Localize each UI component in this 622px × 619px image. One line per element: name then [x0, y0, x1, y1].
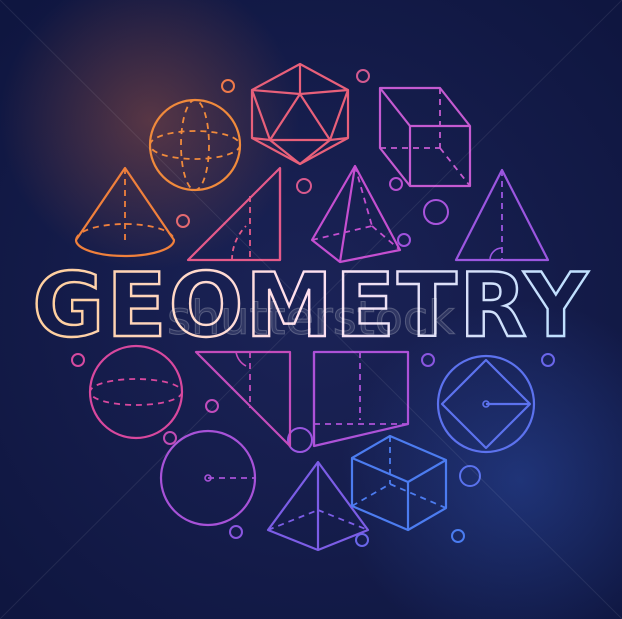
sphere-icon [148, 98, 242, 192]
triangle-ruler-icon [194, 350, 292, 448]
circle-icon [159, 429, 257, 527]
prism-icon [378, 86, 472, 188]
triangle-icon [454, 168, 550, 262]
circle-in-square-icon [436, 354, 536, 454]
dot-circles [71, 69, 555, 547]
circle-sphere-icon [88, 344, 184, 440]
cube-icon [350, 434, 448, 532]
cone-icon [74, 166, 176, 258]
right-triangle-icon [186, 166, 282, 262]
page-title: GEOMETRY [32, 254, 590, 357]
tetra-pyramid-icon [266, 460, 370, 552]
square-prism-icon [312, 350, 410, 448]
icosahedron-icon [250, 62, 350, 166]
pyramid-icon [310, 164, 402, 264]
watermark-text: shutterstock [167, 291, 455, 345]
